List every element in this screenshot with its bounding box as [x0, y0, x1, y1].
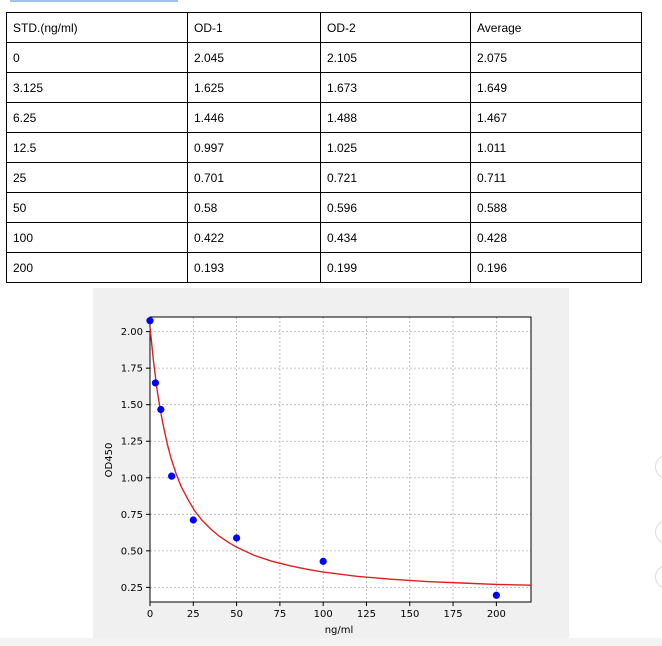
y-tick-label: 1.25 [121, 437, 143, 448]
y-tick-label: 2.00 [121, 327, 143, 338]
y-tick-label: 0.50 [121, 546, 143, 557]
table-cell: 0.422 [187, 222, 321, 253]
y-axis-label: OD450 [104, 443, 115, 478]
table-cell: 0.997 [187, 132, 321, 163]
side-circle-control [655, 455, 662, 479]
table-cell: 0.193 [187, 252, 321, 283]
standard-curve-chart: 0 25 50 75 100 125 150 175 200 0.25 0.50 0.75 1.00 1.… [93, 288, 569, 638]
table-row: 6.25 1.446 1.488 1.467 [6, 102, 642, 133]
standard-curve-table: STD.(ng/ml) OD-1 OD-2 Average 0 2.045 2.… [6, 12, 642, 283]
x-tick-label: 125 [357, 609, 376, 620]
x-tick-label: 75 [274, 609, 287, 620]
data-point [319, 557, 327, 565]
fit-curve-line [149, 327, 532, 586]
x-axis-label: ng/ml [325, 625, 354, 636]
data-point [168, 472, 176, 480]
table-cell: 1.625 [187, 72, 321, 103]
plot-frame [149, 316, 532, 603]
x-tick-label: 175 [444, 609, 463, 620]
y-tick-label: 1.75 [121, 364, 143, 375]
table-cell: 0 [6, 42, 188, 73]
table-cell: 12.5 [6, 132, 188, 163]
y-tick-label: 0.75 [121, 510, 143, 521]
column-header-average: Average [470, 12, 642, 43]
data-point [151, 379, 160, 387]
table-cell: 100 [6, 222, 188, 253]
table-cell: 0.434 [320, 222, 471, 253]
table-cell: 1.488 [320, 102, 471, 133]
side-circle-control [655, 565, 662, 589]
column-header-od2: OD-2 [320, 12, 471, 43]
data-point [189, 516, 197, 524]
x-tick-label: 150 [400, 609, 419, 620]
table-cell: 1.446 [187, 102, 321, 133]
table-cell: 2.105 [320, 42, 471, 73]
table-row: 200 0.193 0.199 0.196 [6, 252, 642, 283]
table-cell: 0.721 [320, 162, 471, 193]
column-header-od1: OD-1 [187, 12, 321, 43]
table-cell: 2.045 [187, 42, 321, 73]
table-row: 12.5 0.997 1.025 1.011 [6, 132, 642, 163]
data-point [492, 591, 500, 599]
table-cell: 0.588 [470, 192, 642, 223]
top-accent-line [10, 0, 178, 2]
table-cell: 0.58 [187, 192, 321, 223]
table-cell: 1.467 [470, 102, 642, 133]
table-row: 0 2.045 2.105 2.075 [6, 42, 642, 73]
table-cell: 3.125 [6, 72, 188, 103]
table-cell: 1.025 [320, 132, 471, 163]
x-tick-label: 50 [230, 609, 243, 620]
data-point [157, 405, 165, 414]
table-cell: 50 [6, 192, 188, 223]
table-cell: 2.075 [470, 42, 642, 73]
y-tick-label: 1.00 [121, 473, 143, 484]
plot-area [150, 317, 531, 602]
table-cell: 0.196 [470, 252, 642, 283]
y-tick-label: 0.25 [121, 583, 143, 594]
x-tick-label: 200 [487, 609, 506, 620]
chart-svg: 0 25 50 75 100 125 150 175 200 0.25 0.50 0.75 1.00 1.… [104, 316, 532, 636]
x-tick-label: 0 [147, 609, 153, 620]
table-cell: 0.199 [320, 252, 471, 283]
table-row: 3.125 1.625 1.673 1.649 [6, 72, 642, 103]
table-header-row: STD.(ng/ml) OD-1 OD-2 Average [6, 12, 642, 43]
table-cell: 0.428 [470, 222, 642, 253]
table-cell: 25 [6, 162, 188, 193]
table-cell: 1.649 [470, 72, 642, 103]
bottom-strip [0, 638, 662, 646]
side-circle-control [655, 520, 662, 544]
table-cell: 0.596 [320, 192, 471, 223]
table-row: 25 0.701 0.721 0.711 [6, 162, 642, 193]
x-tick-label: 25 [187, 609, 200, 620]
y-tick-label: 1.50 [121, 400, 143, 411]
table-cell: 0.711 [470, 162, 642, 193]
x-tick-label: 100 [314, 609, 333, 620]
data-point [232, 534, 241, 542]
table-row: 50 0.58 0.596 0.588 [6, 192, 642, 223]
table-cell: 0.701 [187, 162, 321, 193]
table-cell: 6.25 [6, 102, 188, 133]
column-header-std: STD.(ng/ml) [6, 12, 188, 43]
table-cell: 200 [6, 252, 188, 283]
table-cell: 1.011 [470, 132, 642, 163]
data-point [146, 317, 154, 325]
table-cell: 1.673 [320, 72, 471, 103]
table-row: 100 0.422 0.434 0.428 [6, 222, 642, 253]
